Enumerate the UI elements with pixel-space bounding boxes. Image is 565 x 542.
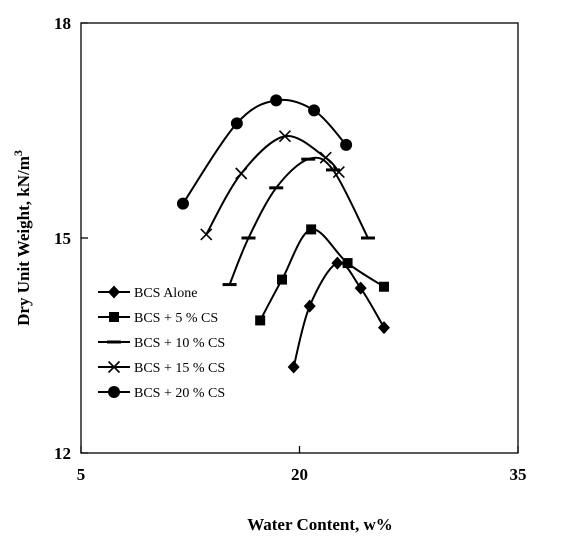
legend-marker-stroke [107,360,121,374]
series-line [182,98,347,205]
y-axis-title: Dry Unit Weight, kN/m3 [11,150,33,326]
series-3 [222,156,375,287]
data-point [200,228,213,241]
data-point-stroke [235,167,248,180]
data-point [270,94,283,107]
series-2 [255,224,389,326]
legend-label: BCS + 10 % CS [134,336,225,351]
legend-marker [108,386,120,398]
data-point [342,258,353,269]
legend-marker [107,360,121,374]
data-point [235,167,248,180]
data-point-stroke [319,151,332,164]
x-tick-label: 5 [77,465,86,484]
legend-marker [109,312,119,322]
series-line [228,156,369,285]
legend-label: BCS + 15 % CS [134,361,225,376]
y-tick-label: 18 [54,14,71,33]
x-axis-title: Water Content, w% [247,515,393,534]
data-point [303,299,316,313]
data-point-stroke [278,130,291,143]
y-tick-label: 12 [54,444,71,463]
legend-item: BCS + 15 % CS [98,360,225,376]
legend-label: BCS + 5 % CS [134,311,218,326]
axis-ticks: 12 15 18 5 20 35 [54,14,527,484]
data-point [340,138,353,151]
data-point [255,315,266,326]
data-point [354,281,367,295]
data-point [176,197,189,210]
y-axis-title-main: Dry Unit Weight, kN/m [14,156,33,326]
data-point [331,256,344,270]
legend-label: BCS + 20 % CS [134,386,225,401]
series-line [205,135,340,235]
data-point [287,360,300,374]
data-point [278,130,291,143]
data-point [230,117,243,130]
data-point [378,281,389,292]
series-4 [200,130,345,241]
data-point [306,224,317,235]
legend-item: BCS + 20 % CS [98,386,225,401]
data-point [277,274,288,285]
data-point [308,104,321,117]
x-tick-label: 20 [291,465,308,484]
series-5 [176,94,353,210]
series-1 [287,256,390,374]
legend-item: BCS + 5 % CS [98,311,218,326]
y-tick-label: 15 [54,229,71,248]
legend-item: BCS Alone [98,285,197,301]
y-axis-title-superscript: 3 [11,150,25,156]
data-point-stroke [332,166,345,179]
data-point [377,321,390,335]
legend-item: BCS + 10 % CS [98,336,225,351]
data-point [332,166,345,179]
legend-label: BCS Alone [134,286,197,301]
data-point-stroke [200,228,213,241]
legend-marker [108,285,120,299]
series-layer [176,94,390,374]
data-point [319,151,332,164]
x-tick-label: 35 [510,465,527,484]
legend: BCS Alone BCS + 5 % CS BCS + 10 % CS BCS + … [98,285,225,401]
